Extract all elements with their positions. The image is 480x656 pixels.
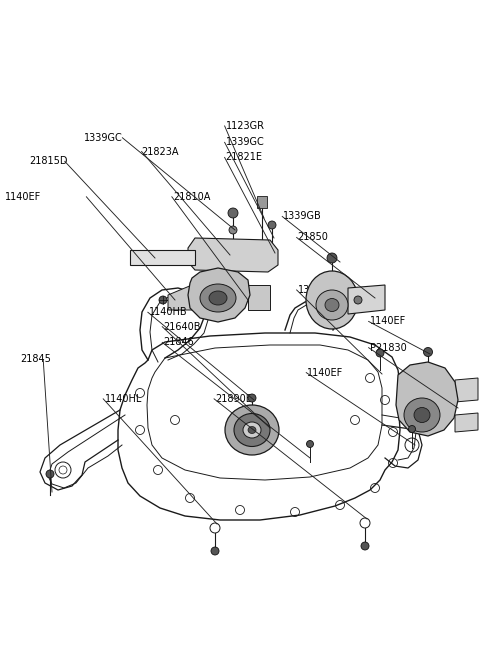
Text: 1140EF: 1140EF — [370, 316, 406, 327]
Circle shape — [268, 221, 276, 229]
Ellipse shape — [209, 291, 227, 305]
Circle shape — [307, 440, 313, 447]
Ellipse shape — [200, 284, 236, 312]
Circle shape — [423, 348, 432, 356]
Text: 21850: 21850 — [298, 232, 328, 243]
Text: 1339GC: 1339GC — [226, 137, 264, 148]
Ellipse shape — [325, 298, 339, 312]
Text: 1339GC: 1339GC — [84, 133, 122, 143]
Polygon shape — [396, 362, 458, 436]
Polygon shape — [455, 378, 478, 402]
Ellipse shape — [316, 290, 348, 320]
Circle shape — [46, 470, 54, 478]
Polygon shape — [130, 250, 195, 265]
Text: 21823A: 21823A — [142, 146, 179, 157]
Text: 1339GB: 1339GB — [283, 211, 322, 222]
Text: 21821E: 21821E — [226, 152, 263, 163]
Polygon shape — [188, 238, 278, 272]
Text: 1140EF: 1140EF — [307, 367, 344, 378]
Ellipse shape — [414, 407, 430, 422]
Ellipse shape — [404, 398, 440, 432]
Ellipse shape — [306, 271, 358, 329]
Circle shape — [211, 547, 219, 555]
Circle shape — [229, 226, 237, 234]
Polygon shape — [348, 285, 385, 314]
Text: 21846: 21846 — [163, 337, 194, 348]
Circle shape — [354, 296, 362, 304]
Text: 1140HL: 1140HL — [105, 394, 142, 404]
Polygon shape — [455, 413, 478, 432]
Text: 21815D: 21815D — [29, 156, 67, 167]
Text: 21640B: 21640B — [163, 321, 201, 332]
Ellipse shape — [248, 426, 256, 434]
Text: 1339GC: 1339GC — [298, 285, 336, 295]
Text: 21810A: 21810A — [173, 192, 210, 202]
Text: P21830: P21830 — [370, 342, 407, 353]
Text: 21845: 21845 — [20, 354, 51, 365]
Bar — [257, 196, 267, 208]
Circle shape — [376, 349, 384, 357]
Text: 1140EF: 1140EF — [4, 192, 41, 202]
Circle shape — [159, 296, 167, 304]
Polygon shape — [168, 285, 192, 310]
Ellipse shape — [225, 405, 279, 455]
Circle shape — [327, 253, 337, 263]
Circle shape — [248, 394, 256, 402]
Circle shape — [228, 208, 238, 218]
Text: 1140HB: 1140HB — [149, 307, 187, 318]
Ellipse shape — [234, 413, 270, 447]
Circle shape — [408, 426, 416, 432]
Text: 21890B: 21890B — [215, 394, 252, 404]
Text: 1123GR: 1123GR — [226, 121, 264, 131]
Polygon shape — [188, 268, 250, 322]
Ellipse shape — [243, 422, 261, 438]
Circle shape — [361, 542, 369, 550]
Polygon shape — [248, 285, 270, 310]
